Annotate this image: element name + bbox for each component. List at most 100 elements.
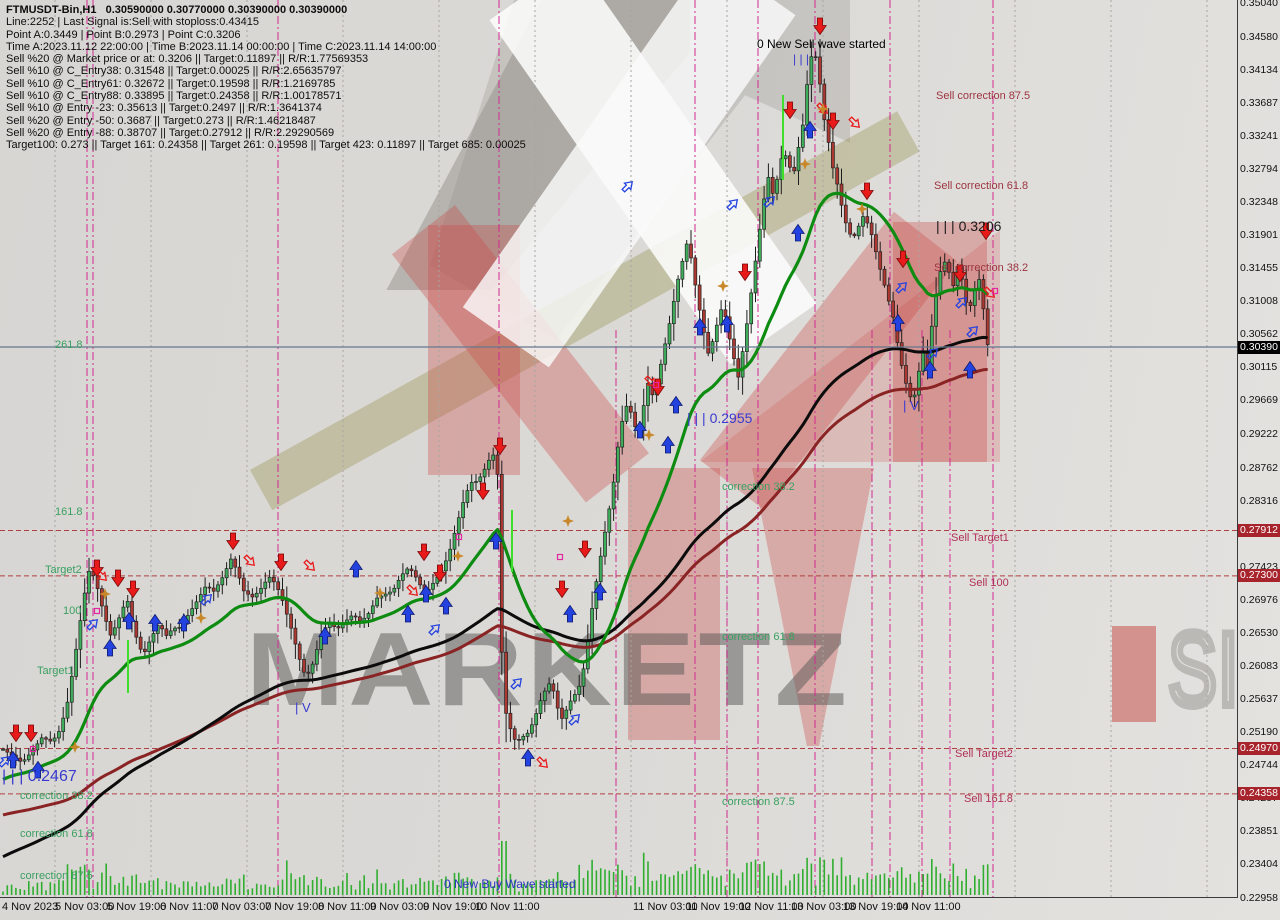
chart-annotation: correction 38.2 <box>20 790 93 802</box>
price-label: 0.30115 <box>1240 361 1278 374</box>
mid-ema-line <box>2 335 988 859</box>
info-line: Sell %20 @ Entry -50: 0.3687 || Target:0… <box>6 114 316 127</box>
sell-arrow-icon <box>476 482 490 501</box>
info-line: Target100: 0.273 || Target 161: 0.24358 … <box>6 139 526 152</box>
sell-level-tag: 0.27300 <box>1238 569 1280 583</box>
candle-body <box>603 531 607 557</box>
candle-body <box>138 636 143 650</box>
sell-arrow-icon <box>9 724 23 743</box>
buy-arrow-icon <box>103 638 117 657</box>
price-flag-icon <box>991 287 999 295</box>
buy-arrow-icon <box>633 420 647 439</box>
candle-body <box>168 630 173 636</box>
buy-arrow-icon <box>593 582 607 601</box>
candle-body <box>917 370 921 396</box>
candle-body <box>216 584 220 592</box>
hollow-up-arrow-icon <box>0 755 11 768</box>
price-label: 0.34134 <box>1240 63 1278 76</box>
candle-body <box>534 713 539 726</box>
price-axis[interactable]: 0.35040 0.34580 0.34134 0.33687 0.33241 0.327… <box>1238 0 1280 904</box>
hollow-up-arrow-icon <box>86 618 99 631</box>
candle-body <box>241 577 246 592</box>
price-flag-icon <box>93 607 101 615</box>
candle-body <box>418 576 422 586</box>
candle-body <box>224 568 229 579</box>
buy-arrow-icon <box>521 748 535 767</box>
candle-body <box>921 350 926 372</box>
buy-arrow-icon <box>963 360 977 379</box>
candle-body <box>233 558 238 568</box>
candle-body <box>229 558 233 569</box>
candle-body <box>31 749 35 756</box>
chart-annotation: 0 New Buy Wave started <box>444 877 576 891</box>
candle-body <box>684 243 689 262</box>
chart-annotation: 0 New Sell wave started <box>757 37 886 51</box>
candle-body <box>848 222 852 235</box>
chart-annotation: correction 38.2 <box>722 481 795 493</box>
candle-body <box>44 737 48 740</box>
candle-body <box>57 731 61 739</box>
candle-body <box>220 577 225 586</box>
candle-body <box>108 621 113 636</box>
chart-plot-area[interactable]: MARKETZ SITE 0 New Sell wave startedSell… <box>0 0 1238 898</box>
candle-body <box>861 216 865 227</box>
candle-body <box>985 308 990 345</box>
watermark-brand-light: SITE <box>1165 608 1237 732</box>
current-price-tag: 0.30390 <box>1238 340 1280 354</box>
candle-body <box>254 592 259 598</box>
candle-body <box>302 659 306 673</box>
candle-body <box>878 251 883 270</box>
candle-body <box>456 517 461 534</box>
star-icon <box>374 587 386 599</box>
candle-body <box>143 648 147 653</box>
candle-body <box>542 690 547 702</box>
candle-body <box>358 616 362 622</box>
time-axis[interactable]: 4 Nov 2023 5 Nov 03:00 5 Nov 19:00 6 Nov 11… <box>0 898 1280 920</box>
time-label: 12 Nov 11:00 <box>739 901 804 913</box>
hollow-up-arrow-icon <box>726 198 739 211</box>
sell-arrow-icon <box>813 17 827 36</box>
price-label: 0.26083 <box>1240 660 1278 673</box>
buy-arrow-icon <box>661 435 675 454</box>
candle-body <box>680 260 685 280</box>
candle-body <box>912 394 917 398</box>
info-line: Sell %10 @ C_Entry88: 0.33895 || Target:… <box>6 90 342 103</box>
candle-body <box>813 56 818 59</box>
candle-body <box>121 606 126 619</box>
candle-body <box>555 690 560 709</box>
candle-body <box>981 279 986 310</box>
candle-body <box>409 568 414 572</box>
candle-body <box>775 179 779 194</box>
candle-body <box>689 243 693 259</box>
hollow-down-arrow-icon <box>303 559 316 572</box>
candle-body <box>482 468 487 478</box>
star-icon <box>856 203 868 215</box>
sell-arrow-icon <box>896 250 910 269</box>
price-label: 0.26530 <box>1240 626 1278 639</box>
price-label: 0.30562 <box>1240 328 1278 341</box>
time-label: 9 Nov 03:00 <box>370 901 430 913</box>
chart-annotation: | V <box>295 700 311 715</box>
candle-body <box>491 454 496 461</box>
hollow-up-arrow-icon <box>966 325 979 338</box>
candle-body <box>891 300 895 318</box>
buy-arrow-icon <box>318 626 332 645</box>
price-label: 0.31455 <box>1240 262 1278 275</box>
time-label: 13 Nov 03:00 <box>791 901 857 913</box>
candle-body <box>628 405 633 413</box>
buy-arrow-icon <box>419 584 433 603</box>
buy-arrow-icon <box>148 613 162 632</box>
candle-body <box>766 177 771 200</box>
candle-body <box>869 222 874 236</box>
hollow-down-arrow-icon <box>95 569 108 582</box>
candle-body <box>852 233 857 237</box>
hollow-down-arrow-icon <box>406 584 419 597</box>
price-chart[interactable]: 0 New Sell wave started Sell correction 8… <box>0 0 1237 897</box>
sell-arrow-icon <box>24 724 38 743</box>
candle-body <box>353 615 358 618</box>
chart-annotation: Target2 <box>45 564 82 576</box>
candle-body <box>697 284 702 311</box>
candle-body <box>899 342 904 366</box>
price-label: 0.25637 <box>1240 693 1278 706</box>
candle-body <box>611 481 616 510</box>
